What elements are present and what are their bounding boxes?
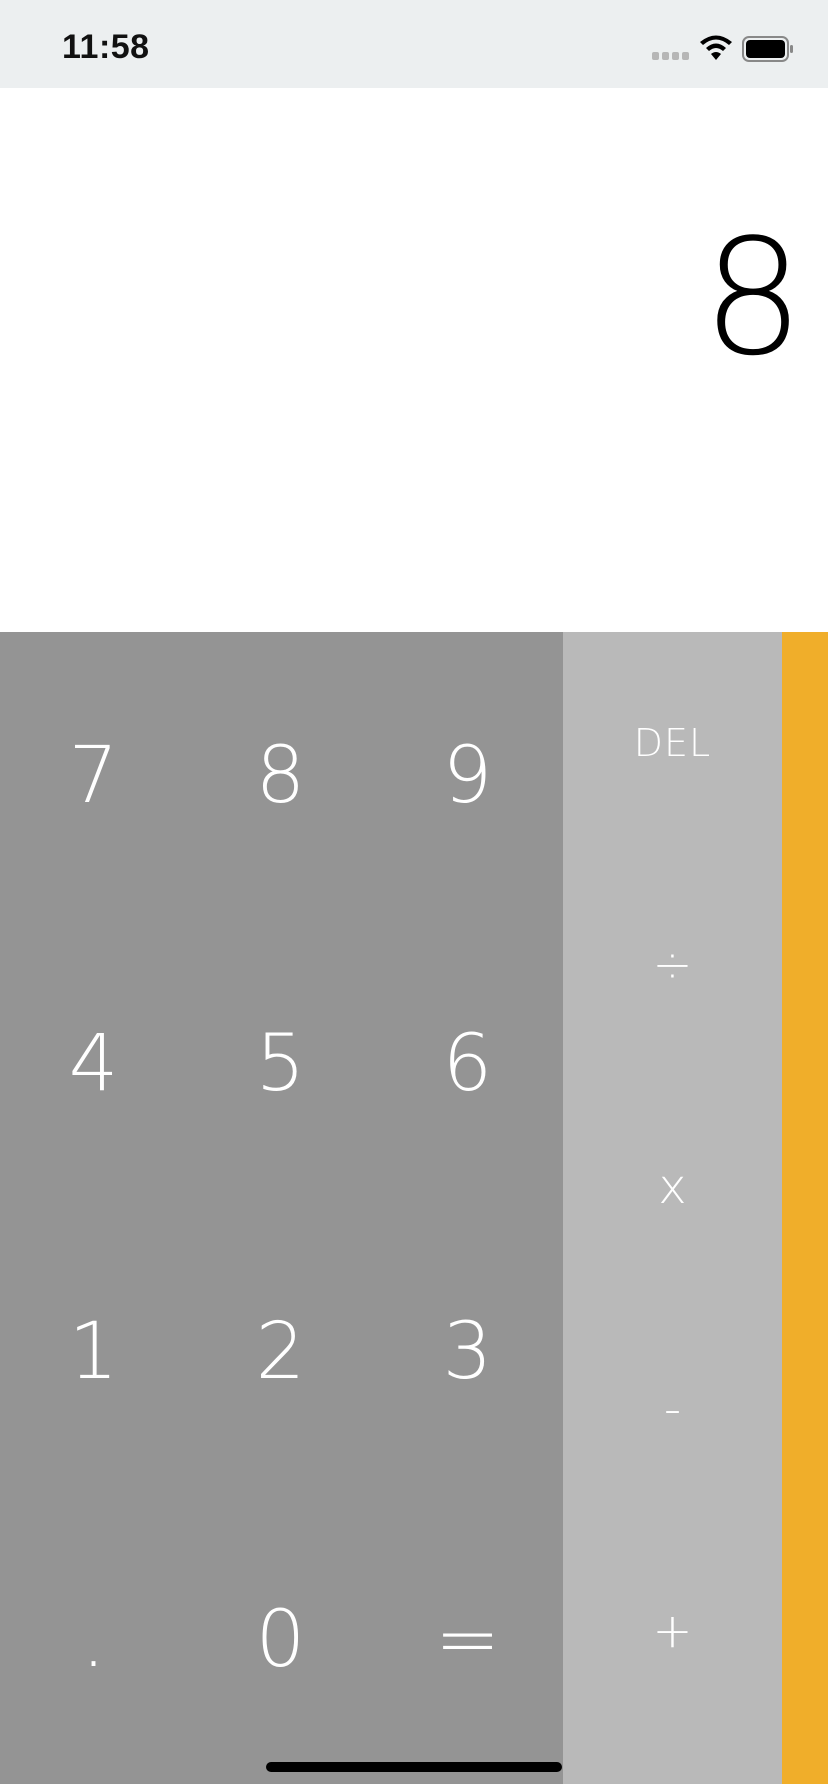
multiply-button[interactable]: x <box>658 1159 687 1215</box>
key-equals[interactable]: = <box>434 1595 501 1685</box>
status-time: 11:58 <box>62 28 150 66</box>
key-decimal[interactable]: . <box>81 1595 106 1685</box>
key-9[interactable]: 9 <box>442 731 493 821</box>
key-5[interactable]: 5 <box>255 1019 306 1109</box>
key-7[interactable]: 7 <box>68 731 119 821</box>
key-6[interactable]: 6 <box>442 1019 493 1109</box>
battery-icon <box>742 36 793 62</box>
divide-button[interactable]: ÷ <box>652 937 693 993</box>
key-2[interactable]: 2 <box>255 1307 306 1397</box>
key-3[interactable]: 3 <box>442 1307 493 1397</box>
display-value: 8 <box>702 204 804 391</box>
add-button[interactable]: + <box>652 1603 693 1659</box>
cellular-signal-icon <box>652 52 690 62</box>
result-display: 8 <box>0 88 828 632</box>
subtract-button[interactable]: - <box>663 1381 682 1437</box>
operator-column: DEL ÷ x - + <box>563 632 782 1784</box>
key-4[interactable]: 4 <box>68 1019 119 1109</box>
advanced-panel-handle[interactable] <box>782 632 828 1784</box>
key-1[interactable]: 1 <box>68 1307 119 1397</box>
status-bar: 11:58 <box>0 0 828 88</box>
number-keypad: 7 8 9 4 5 6 1 2 3 . 0 = <box>0 632 563 1784</box>
key-0[interactable]: 0 <box>255 1595 306 1685</box>
bottom-edge <box>0 1784 828 1792</box>
wifi-icon <box>700 35 732 60</box>
home-indicator[interactable] <box>266 1762 562 1772</box>
delete-button[interactable]: DEL <box>633 721 712 765</box>
key-8[interactable]: 8 <box>255 731 306 821</box>
